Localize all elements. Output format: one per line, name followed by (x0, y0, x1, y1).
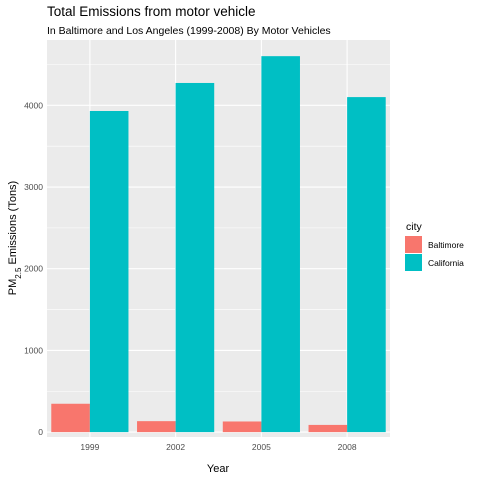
chart-subtitle: In Baltimore and Los Angeles (1999-2008)… (47, 25, 331, 37)
legend-title: city (406, 221, 423, 233)
y-axis-title: PM2.5 Emissions (Tons) (7, 181, 23, 295)
legend-key-baltimore (405, 236, 422, 253)
y-tick-label: 0 (38, 427, 43, 437)
y-axis-title-prefix: PM (7, 279, 19, 296)
y-tick-label: 1000 (24, 345, 43, 355)
x-axis-ticks: 1999 2002 2005 2008 (80, 442, 356, 452)
y-tick-label: 4000 (24, 100, 43, 110)
bars (51, 56, 386, 433)
x-axis-title: Year (207, 463, 230, 475)
chart-title: Total Emissions from motor vehicle (47, 4, 256, 19)
bar-baltimore-2008 (308, 424, 348, 433)
bar-california-2002 (175, 82, 215, 433)
bar-california-2008 (347, 97, 386, 433)
legend-label-baltimore: Baltimore (428, 240, 464, 250)
legend-key-california (405, 254, 422, 271)
bar-baltimore-2005 (222, 421, 262, 433)
x-tick-label: 2008 (338, 442, 357, 452)
x-tick-label: 1999 (80, 442, 99, 452)
legend-label-california: California (428, 258, 464, 268)
y-tick-label: 3000 (24, 182, 43, 192)
y-axis-title-suffix: Emissions (Tons) (7, 181, 19, 268)
bar-california-1999 (89, 110, 129, 433)
x-tick-label: 2005 (252, 442, 271, 452)
x-tick-label: 2002 (166, 442, 185, 452)
y-tick-label: 2000 (24, 264, 43, 274)
bar-baltimore-2002 (137, 421, 176, 433)
legend: city Baltimore California (405, 221, 464, 271)
y-axis-title-subscript: 2.5 (14, 267, 23, 279)
bar-baltimore-1999 (51, 403, 90, 433)
y-axis-ticks: 0 1000 2000 3000 4000 (24, 100, 43, 437)
bar-california-2005 (261, 56, 300, 433)
